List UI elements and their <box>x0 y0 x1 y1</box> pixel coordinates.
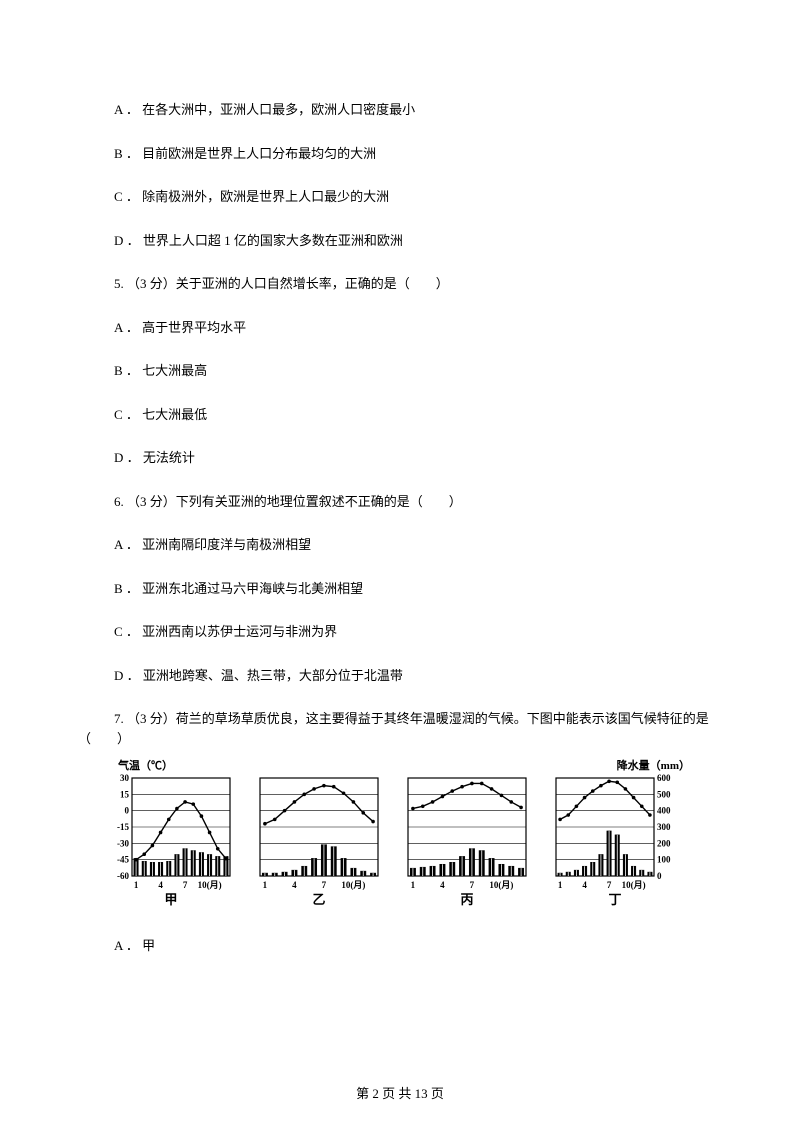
svg-text:-60: -60 <box>117 871 129 881</box>
svg-text:7: 7 <box>322 880 327 890</box>
svg-text:300: 300 <box>657 822 671 832</box>
page-content: A ． 在各大洲中，亚洲人口最多，欧洲人口密度最小 B ． 目前欧洲是世界上人口… <box>0 0 800 955</box>
svg-text:0: 0 <box>657 871 662 881</box>
svg-text:-30: -30 <box>117 838 129 848</box>
temp-axis-label: 气温（℃） <box>118 758 173 775</box>
chart-bing: 1 4 7 10(月)丙 <box>402 772 532 910</box>
q5-stem: 5. （3 分）关于亚洲的人口自然增长率，正确的是（ ） <box>78 274 722 294</box>
q5-option-a: A ． 高于世界平均水平 <box>78 318 722 338</box>
q5-option-d: D ． 无法统计 <box>78 448 722 468</box>
svg-text:400: 400 <box>657 806 671 816</box>
svg-text:7: 7 <box>183 880 188 890</box>
svg-text:10(月): 10(月) <box>198 880 222 890</box>
svg-text:1: 1 <box>134 880 139 890</box>
q4-option-a: A ． 在各大洲中，亚洲人口最多，欧洲人口密度最小 <box>78 100 722 120</box>
q5-option-c: C ． 七大洲最低 <box>78 405 722 425</box>
svg-text:10(月): 10(月) <box>489 880 513 890</box>
svg-text:100: 100 <box>657 855 671 865</box>
svg-text:7: 7 <box>607 880 612 890</box>
q6-option-c: C ． 亚洲西南以苏伊士运河与非洲为界 <box>78 622 722 642</box>
svg-text:600: 600 <box>657 773 671 783</box>
q4-option-c: C ． 除南极洲外，欧洲是世界上人口最少的大洲 <box>78 187 722 207</box>
svg-text:4: 4 <box>292 880 297 890</box>
svg-text:1: 1 <box>558 880 563 890</box>
climate-charts-row: 气温（℃） 30150-15-30-45-6014710(月)甲 14710(月… <box>78 772 722 910</box>
svg-text:4: 4 <box>158 880 163 890</box>
svg-text:200: 200 <box>657 838 671 848</box>
svg-text:-45: -45 <box>117 855 129 865</box>
precip-axis-label: 降水量（mm） <box>617 758 690 775</box>
q7-stem: 7. （3 分）荷兰的草场草质优良，这主要得益于其终年温暖湿润的气候。下图中能表… <box>78 709 722 748</box>
page-footer: 第 2 页 共 13 页 <box>0 1083 800 1102</box>
q7-option-a: A ． 甲 <box>78 936 722 956</box>
q6-option-a: A ． 亚洲南隔印度洋与南极洲相望 <box>78 535 722 555</box>
svg-text:1: 1 <box>263 880 268 890</box>
svg-text:10(月): 10(月) <box>622 880 646 890</box>
svg-text:15: 15 <box>120 789 130 799</box>
svg-text:500: 500 <box>657 789 671 799</box>
svg-text:1: 1 <box>411 880 416 890</box>
q4-option-b: B ． 目前欧洲是世界上人口分布最均匀的大洲 <box>78 144 722 164</box>
q6-option-b: B ． 亚洲东北通过马六甲海峡与北美洲相望 <box>78 579 722 599</box>
svg-text:4: 4 <box>582 880 587 890</box>
svg-text:7: 7 <box>470 880 475 890</box>
chart-ding: 降水量（mm） 600500400300200100014710(月)丁 <box>550 772 680 910</box>
chart-jia: 气温（℃） 30150-15-30-45-6014710(月)甲 <box>106 772 236 910</box>
chart-label: 丙 <box>402 890 532 910</box>
chart-label: 丁 <box>550 890 680 910</box>
q4-option-d: D ． 世界上人口超 1 亿的国家大多数在亚洲和欧洲 <box>78 231 722 251</box>
q6-option-d: D ． 亚洲地跨寒、温、热三带，大部分位于北温带 <box>78 666 722 686</box>
chart-label: 乙 <box>254 890 384 910</box>
q5-option-b: B ． 七大洲最高 <box>78 361 722 381</box>
svg-text:0: 0 <box>125 806 130 816</box>
svg-text:10(月): 10(月) <box>341 880 365 890</box>
chart-yi: 1 4 7 10(月)乙 <box>254 772 384 910</box>
svg-text:4: 4 <box>440 880 445 890</box>
svg-text:30: 30 <box>120 773 130 783</box>
chart-label: 甲 <box>106 890 236 910</box>
svg-text:-15: -15 <box>117 822 129 832</box>
q6-stem: 6. （3 分）下列有关亚洲的地理位置叙述不正确的是（ ） <box>78 492 722 512</box>
